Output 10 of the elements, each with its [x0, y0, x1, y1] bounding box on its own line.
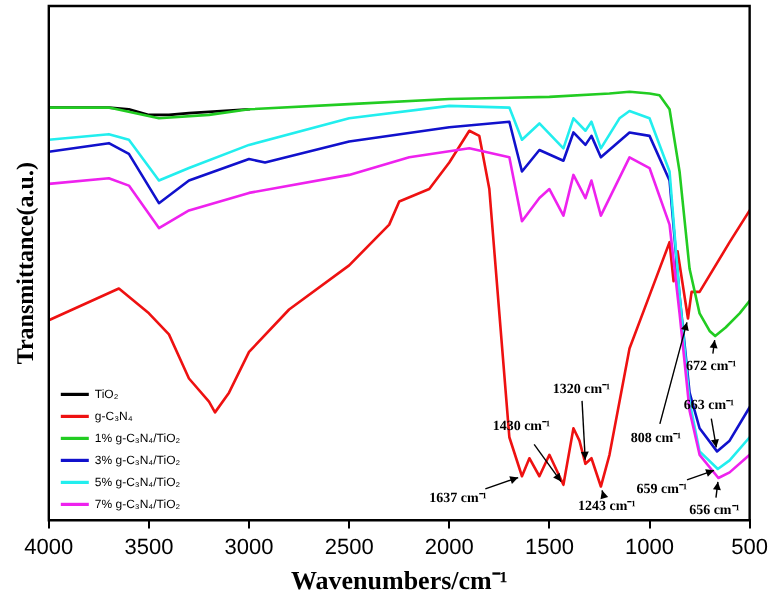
x-tick-label: 2500	[324, 535, 374, 560]
x-tick-label: 2000	[424, 535, 474, 560]
y-axis-title: Transmittance(a.u.)	[10, 162, 39, 365]
x-tick-label: 4000	[24, 535, 74, 560]
x-axis-title: Wavenumbers/cm⁻¹	[290, 565, 508, 596]
x-tick-label: 1500	[524, 535, 574, 560]
x-tick-label: 3000	[224, 535, 274, 560]
x-tick-label: 1000	[625, 535, 675, 560]
x-tick-label: 3500	[124, 535, 174, 560]
x-tick-label: 500	[731, 535, 769, 560]
